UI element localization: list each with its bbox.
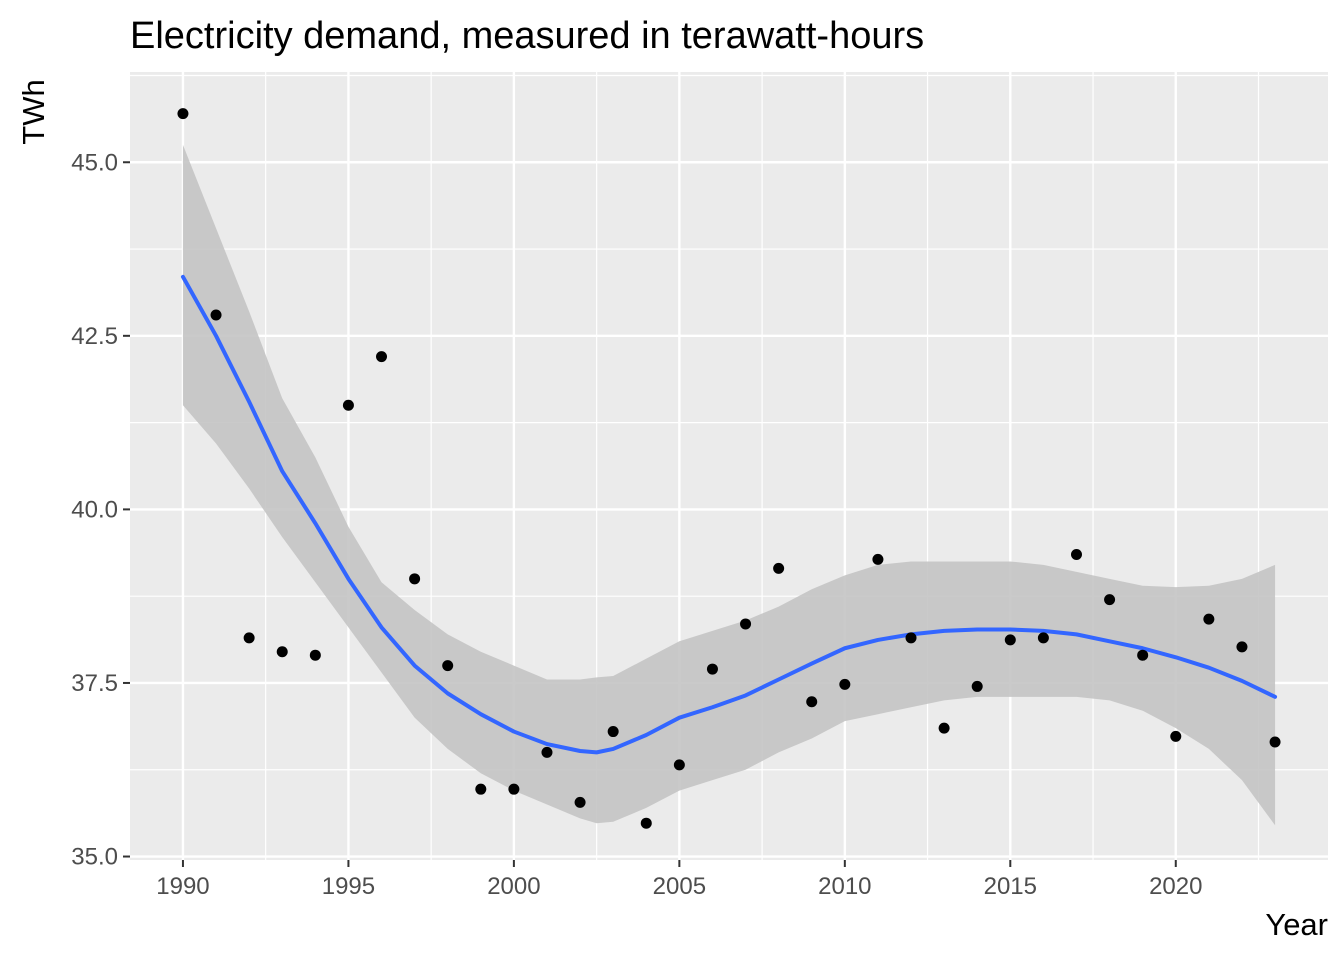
data-point xyxy=(309,649,321,661)
data-point xyxy=(1170,730,1182,742)
data-point xyxy=(1236,641,1248,653)
data-point xyxy=(574,796,586,808)
data-point xyxy=(938,722,950,734)
plot-panel xyxy=(130,72,1328,860)
data-point xyxy=(740,618,752,630)
y-tick-label: 45.0 xyxy=(71,149,118,176)
data-point xyxy=(276,646,288,658)
x-axis-title: Year xyxy=(1265,907,1328,942)
data-point xyxy=(872,553,884,565)
data-point xyxy=(706,663,718,675)
data-point xyxy=(1104,594,1116,606)
data-point xyxy=(1037,632,1049,644)
data-point xyxy=(673,759,685,771)
data-point xyxy=(640,817,652,829)
data-point xyxy=(905,632,917,644)
data-points xyxy=(177,108,1281,829)
smooth-trend-line xyxy=(180,274,1278,755)
data-point xyxy=(1070,549,1082,561)
data-point xyxy=(177,108,189,120)
x-tick-label: 2010 xyxy=(818,873,871,900)
data-point xyxy=(243,632,255,644)
chart-title: Electricity demand, measured in terawatt… xyxy=(130,15,924,57)
data-point xyxy=(442,660,454,672)
x-tick-label: 2020 xyxy=(1149,873,1202,900)
data-point xyxy=(806,696,818,708)
data-point xyxy=(971,680,983,692)
data-point xyxy=(773,562,785,574)
data-point xyxy=(541,746,553,758)
data-point xyxy=(508,783,520,795)
y-tick-label: 42.5 xyxy=(71,323,118,350)
y-axis-title: TWh xyxy=(16,79,51,144)
data-point xyxy=(342,399,354,411)
data-point xyxy=(839,678,851,690)
data-point xyxy=(607,726,619,738)
data-point xyxy=(409,573,421,585)
data-point xyxy=(376,351,388,363)
data-point xyxy=(1269,736,1281,748)
x-tick-label: 1990 xyxy=(156,873,209,900)
x-tick-label: 1995 xyxy=(322,873,375,900)
x-tick-label: 2000 xyxy=(487,873,540,900)
data-point xyxy=(210,309,222,321)
x-tick-label: 2015 xyxy=(984,873,1037,900)
data-point xyxy=(1137,649,1149,661)
x-tick-label: 2005 xyxy=(653,873,706,900)
y-tick-label: 37.5 xyxy=(71,670,118,697)
y-tick-label: 35.0 xyxy=(71,844,118,871)
confidence-ribbon xyxy=(182,144,1276,826)
y-tick-label: 40.0 xyxy=(71,496,118,523)
data-point xyxy=(1203,613,1215,625)
data-point xyxy=(475,783,487,795)
data-point xyxy=(1004,634,1016,646)
x-axis-ticks: 1990 1995 2000 2005 2010 2015 2020 xyxy=(156,860,1202,900)
y-axis-ticks: 35.0 37.5 40.0 42.5 45.0 xyxy=(71,149,130,871)
